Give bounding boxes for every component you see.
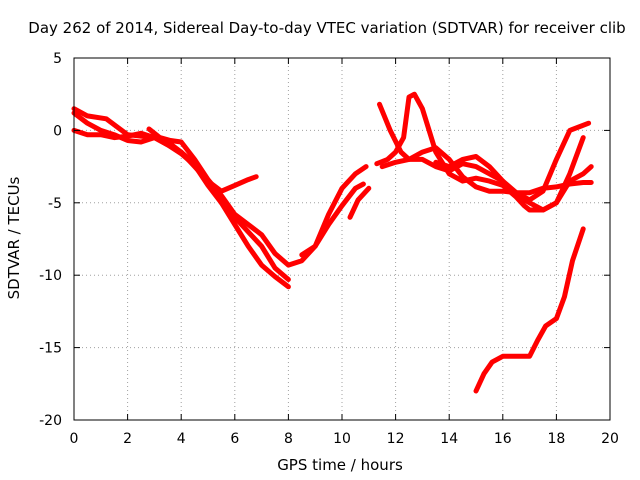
x-tick-label: 16 <box>494 431 512 447</box>
x-tick-label: 8 <box>284 431 293 447</box>
series-track-3 <box>71 127 259 194</box>
x-tick-label: 0 <box>70 431 79 447</box>
tick-labels: 0 2 4 6 8 10 12 14 16 18 20 5 0 -5 -10 -15 -20 <box>39 51 619 447</box>
series-group <box>71 91 594 394</box>
y-tick-label: -10 <box>39 268 62 284</box>
y-tick-label: -15 <box>39 341 62 357</box>
grid <box>74 58 610 420</box>
y-tick-label: 5 <box>53 51 62 67</box>
x-tick-label: 14 <box>440 431 458 447</box>
series-track-9 <box>379 120 592 203</box>
chart-title: Day 262 of 2014, Sidereal Day-to-day VTE… <box>28 19 625 37</box>
y-tick-label: -5 <box>48 196 62 212</box>
y-axis-label: SDTVAR / TECUs <box>5 176 23 299</box>
x-tick-label: 2 <box>123 431 132 447</box>
x-tick-label: 10 <box>333 431 351 447</box>
x-tick-label: 18 <box>547 431 565 447</box>
series-track-5 <box>299 164 369 258</box>
y-tick-label: 0 <box>53 123 62 139</box>
x-tick-label: 12 <box>387 431 405 447</box>
series-track-8 <box>374 91 586 213</box>
x-tick-label: 4 <box>177 431 186 447</box>
series-track-6 <box>347 185 372 220</box>
y-tick-label: -20 <box>39 413 62 429</box>
series-track-10 <box>433 154 594 213</box>
x-axis-label: GPS time / hours <box>277 456 403 474</box>
ticks <box>73 57 611 421</box>
series-track-4 <box>146 126 366 268</box>
x-tick-label: 6 <box>230 431 239 447</box>
series-track-11 <box>473 226 586 394</box>
x-tick-label: 20 <box>601 431 619 447</box>
